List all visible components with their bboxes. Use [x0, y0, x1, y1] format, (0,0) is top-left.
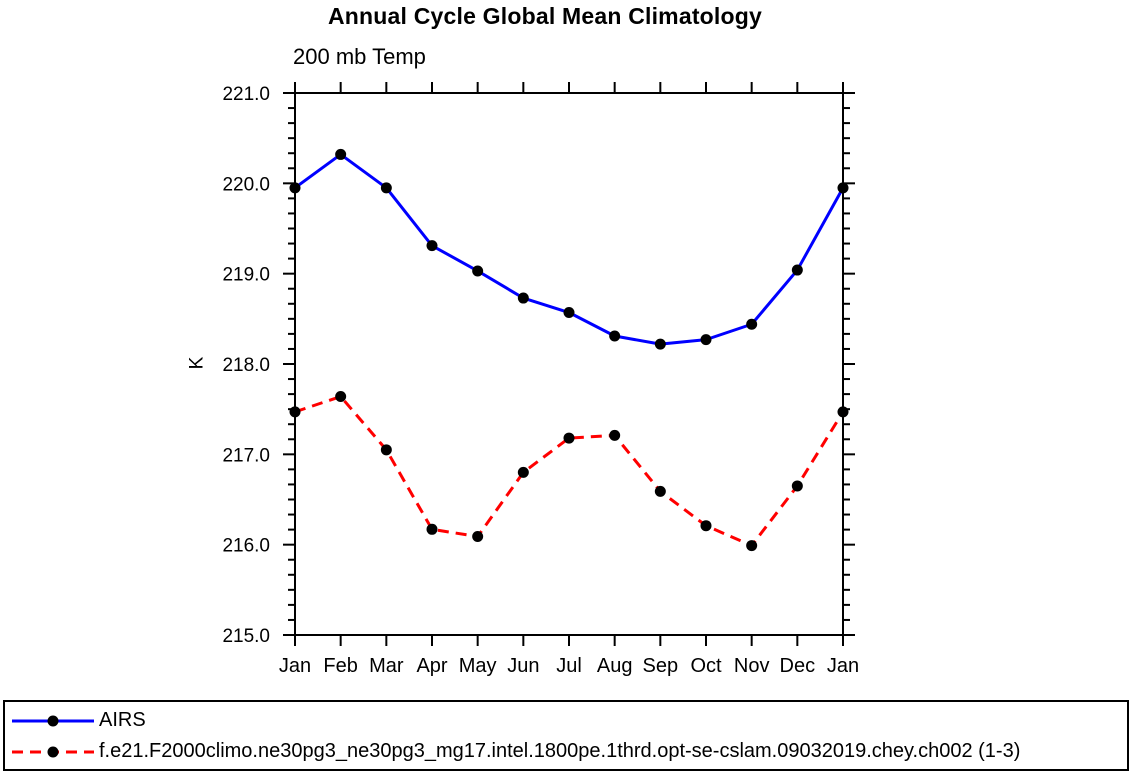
x-tick-label: Aug: [597, 655, 633, 677]
data-point-marker: [335, 391, 347, 403]
x-tick-label: May: [459, 655, 497, 677]
data-point-marker: [426, 523, 438, 535]
y-tick-label: 219.0: [222, 265, 270, 286]
data-point-marker: [563, 307, 575, 319]
x-tick-label: Apr: [416, 655, 447, 677]
x-tick-label: Jan: [827, 655, 859, 677]
plot-border: [294, 92, 844, 636]
x-tick-label: Jan: [279, 655, 311, 677]
legend-item-airs: AIRS: [11, 705, 1127, 736]
legend-line-sample-airs: [12, 715, 94, 726]
y-tick-label: 216.0: [222, 536, 270, 557]
x-tick-label: Nov: [734, 655, 770, 677]
data-point-marker: [700, 520, 712, 532]
chart-title: Annual Cycle Global Mean Climatology: [327, 3, 763, 29]
y-tick-label: 221.0: [222, 84, 270, 105]
data-point-marker: [746, 318, 758, 330]
data-point-marker: [472, 265, 484, 277]
legend-label-airs: AIRS: [99, 709, 146, 731]
data-point-marker: [791, 264, 803, 276]
data-point-marker: [335, 148, 347, 160]
x-tick-label: Sep: [643, 655, 679, 677]
legend-line-sample-model: [12, 746, 94, 757]
y-axis-label: K: [186, 356, 208, 370]
data-point-marker: [700, 334, 712, 346]
x-tick-label: Jul: [556, 655, 582, 677]
data-point-marker: [654, 485, 666, 497]
data-point-marker: [517, 466, 529, 478]
data-point-marker: [517, 292, 529, 304]
data-point-marker: [837, 182, 849, 194]
data-point-marker: [563, 432, 575, 444]
plot-area: 215.0 216.0 217.0 218.0 219.0 220.0 221.0 Jan Fe…: [222, 82, 859, 677]
data-point-marker: [609, 330, 621, 342]
legend-box: AIRS f.e21.F2000climo.ne30pg3_ne30pg3_mg…: [3, 700, 1129, 771]
y-tick-label: 218.0: [222, 355, 270, 376]
y-tick-label: 215.0: [222, 626, 270, 647]
data-point-marker: [609, 429, 621, 441]
y-tick-label: 220.0: [222, 174, 270, 195]
data-point-marker: [654, 338, 666, 350]
data-point-marker: [837, 406, 849, 418]
data-point-marker: [380, 182, 392, 194]
x-tick-label: Dec: [780, 655, 816, 677]
x-tick-label: Feb: [323, 655, 357, 677]
data-point-marker: [289, 406, 301, 418]
data-point-marker: [380, 444, 392, 456]
x-tick-label: Jun: [507, 655, 539, 677]
series-line-1: [294, 395, 845, 548]
x-tick-label: Oct: [690, 655, 722, 677]
x-tick-label: Mar: [369, 655, 404, 677]
data-point-marker: [472, 531, 484, 543]
legend-label-model: f.e21.F2000climo.ne30pg3_ne30pg3_mg17.in…: [99, 740, 1021, 762]
data-point-marker: [289, 182, 301, 194]
y-tick-label: 217.0: [222, 445, 270, 466]
data-point-marker: [746, 540, 758, 552]
data-point-marker: [791, 480, 803, 492]
legend-item-model: f.e21.F2000climo.ne30pg3_ne30pg3_mg17.in…: [11, 736, 1127, 767]
chart-subtitle: 200 mb Temp: [293, 44, 426, 69]
data-point-marker: [426, 240, 438, 252]
